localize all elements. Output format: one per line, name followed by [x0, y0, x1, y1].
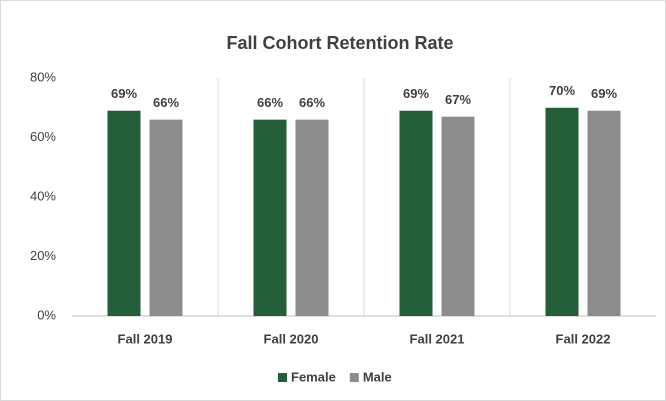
x-tick-label: Fall 2019: [118, 331, 173, 346]
y-tick-label: 80%: [30, 69, 56, 84]
value-label: 69%: [111, 86, 137, 101]
x-tick-label: Fall 2020: [264, 331, 319, 346]
bar: [107, 110, 141, 316]
x-tick-label: Fall 2022: [556, 331, 611, 346]
x-tick-label: Fall 2021: [410, 331, 465, 346]
value-label: 69%: [403, 86, 429, 101]
bar: [149, 119, 183, 317]
bar: [253, 119, 287, 317]
legend-swatch: [349, 373, 359, 382]
value-label: 66%: [153, 95, 179, 110]
chart-title: Fall Cohort Retention Rate: [226, 33, 453, 53]
bar: [587, 110, 621, 316]
y-tick-label: 40%: [30, 188, 56, 203]
bar: [295, 119, 329, 317]
legend-swatch: [278, 373, 287, 382]
value-label: 70%: [549, 83, 575, 98]
bar: [441, 116, 475, 316]
legend-label: Female: [291, 369, 336, 384]
value-label: 66%: [257, 95, 283, 110]
y-tick-label: 0%: [37, 307, 56, 322]
value-label: 66%: [299, 95, 325, 110]
y-tick-label: 20%: [30, 248, 56, 263]
bar: [399, 110, 433, 316]
value-label: 67%: [445, 92, 471, 107]
y-tick-label: 60%: [30, 129, 56, 144]
value-label: 69%: [591, 86, 617, 101]
legend-label: Male: [363, 369, 392, 384]
bar: [545, 107, 579, 316]
